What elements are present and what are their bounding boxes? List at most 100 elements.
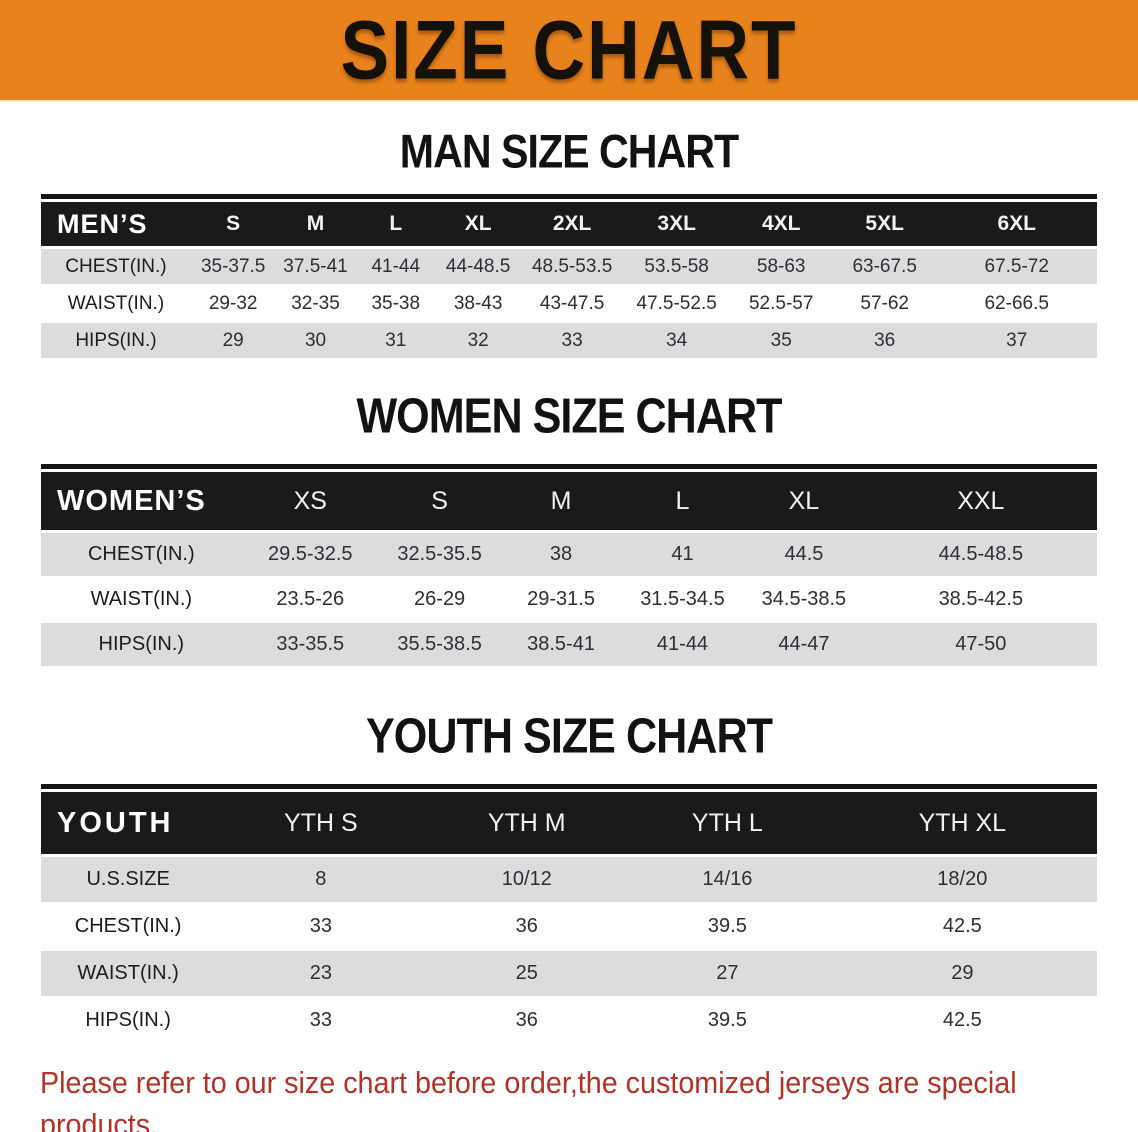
size-value: 29: [827, 950, 1097, 998]
banner-title: SIZE CHART: [340, 3, 798, 97]
size-value: 33: [520, 322, 624, 360]
size-value: 36: [832, 322, 937, 360]
size-value: 43-47.5: [520, 285, 624, 323]
size-value: 27: [627, 950, 828, 998]
size-value: 44-48.5: [435, 247, 521, 286]
size-column-header: XXL: [864, 472, 1097, 533]
women-section: WOMEN SIZE CHART WOMEN’S XS S M L XL XXL CHEST(…: [0, 389, 1138, 668]
youth-size-table-wrap: YOUTH YTH S YTH M YTH L YTH XL U.S.SIZE 8 10/12…: [41, 784, 1097, 1045]
row-label: HIPS(IN.): [41, 997, 216, 1045]
size-value: 35-38: [355, 285, 436, 323]
size-column-header: L: [621, 472, 744, 533]
men-size-table: MEN’S S M L XL 2XL 3XL 4XL 5XL 6XL CHEST(IN.) 35-37…: [41, 202, 1097, 360]
size-value: 37: [936, 322, 1097, 360]
size-value: 23: [215, 950, 427, 998]
row-label: CHEST(IN.): [41, 903, 216, 951]
size-value: 32.5-35.5: [378, 531, 501, 578]
size-column-header: 5XL: [832, 202, 937, 249]
table-row: WAIST(IN.) 23 25 27 29: [41, 950, 1097, 998]
size-value: 52.5-57: [729, 285, 833, 323]
size-value: 44.5-48.5: [864, 531, 1097, 578]
size-column-header: 2XL: [520, 202, 624, 249]
size-value: 38.5-41: [500, 622, 622, 668]
size-column-header: 3XL: [623, 202, 730, 249]
youth-section: YOUTH SIZE CHART YOUTH YTH S YTH M YTH L YTH…: [0, 709, 1138, 1045]
size-column-header: YTH M: [426, 792, 628, 857]
table-row: WAIST(IN.) 23.5-26 26-29 29-31.5 31.5-34.5 34…: [41, 577, 1097, 623]
size-value: 29.5-32.5: [241, 531, 379, 578]
size-value: 62-66.5: [936, 285, 1097, 323]
size-value: 39.5: [627, 903, 828, 951]
size-value: 25: [426, 950, 628, 998]
size-value: 29-32: [190, 285, 276, 323]
size-column-header: YTH XL: [827, 792, 1097, 857]
size-value: 33-35.5: [241, 622, 379, 668]
size-value: 42.5: [827, 997, 1097, 1045]
table-title-cell: MEN’S: [41, 202, 191, 249]
size-value: 34: [623, 322, 730, 360]
size-value: 8: [215, 855, 427, 904]
size-value: 31: [355, 322, 436, 360]
size-value: 32: [435, 322, 521, 360]
row-label: HIPS(IN.): [41, 622, 242, 668]
youth-section-heading: YOUTH SIZE CHART: [366, 709, 773, 764]
row-label: WAIST(IN.): [41, 285, 191, 323]
disclaimer-line-1: Please refer to our size chart before or…: [40, 1067, 1017, 1132]
table-row: CHEST(IN.) 33 36 39.5 42.5: [41, 903, 1097, 951]
table-row: HIPS(IN.) 33 36 39.5 42.5: [41, 997, 1097, 1045]
row-label: HIPS(IN.): [41, 322, 191, 360]
size-value: 35: [729, 322, 833, 360]
table-row: CHEST(IN.) 29.5-32.5 32.5-35.5 38 41 44.5 44.5…: [41, 531, 1097, 578]
size-value: 47.5-52.5: [623, 285, 730, 323]
size-value: 30: [275, 322, 356, 360]
size-value: 67.5-72: [936, 247, 1097, 286]
women-size-table: WOMEN’S XS S M L XL XXL CHEST(IN.) 29.5-32.5 32.5…: [41, 472, 1097, 668]
table-row: WAIST(IN.) 29-32 32-35 35-38 38-43 43-47.5 47.…: [41, 285, 1097, 323]
size-value: 23.5-26: [241, 577, 379, 623]
size-value: 37.5-41: [275, 247, 356, 286]
size-value: 53.5-58: [623, 247, 730, 286]
size-chart-banner: SIZE CHART: [0, 0, 1138, 102]
size-value: 18/20: [827, 855, 1097, 904]
size-value: 36: [426, 997, 628, 1045]
women-section-heading: WOMEN SIZE CHART: [356, 389, 782, 444]
size-column-header: XL: [743, 472, 865, 533]
size-value: 44-47: [743, 622, 865, 668]
size-column-header: S: [378, 472, 501, 533]
row-label: CHEST(IN.): [41, 531, 242, 578]
size-value: 29-31.5: [500, 577, 622, 623]
table-row: U.S.SIZE 8 10/12 14/16 18/20: [41, 855, 1097, 904]
size-value: 38.5-42.5: [864, 577, 1097, 623]
order-disclaimer: Please refer to our size chart before or…: [40, 1063, 1097, 1132]
size-value: 35-37.5: [190, 247, 276, 286]
size-value: 44.5: [743, 531, 865, 578]
size-value: 34.5-38.5: [743, 577, 865, 623]
size-value: 31.5-34.5: [621, 577, 744, 623]
size-column-header: YTH S: [215, 792, 427, 857]
size-value: 42.5: [827, 903, 1097, 951]
row-label: WAIST(IN.): [41, 577, 242, 623]
size-value: 63-67.5: [832, 247, 937, 286]
size-value: 32-35: [275, 285, 356, 323]
size-value: 41-44: [355, 247, 436, 286]
size-value: 29: [190, 322, 276, 360]
table-title-cell: WOMEN’S: [41, 472, 242, 533]
size-value: 41: [621, 531, 744, 578]
size-value: 41-44: [621, 622, 744, 668]
size-value: 35.5-38.5: [378, 622, 501, 668]
size-value: 36: [426, 903, 628, 951]
size-value: 14/16: [627, 855, 828, 904]
table-row: CHEST(IN.) 35-37.5 37.5-41 41-44 44-48.5 48.5…: [41, 247, 1097, 286]
size-value: 47-50: [864, 622, 1097, 668]
youth-size-table: YOUTH YTH S YTH M YTH L YTH XL U.S.SIZE 8 10/12…: [41, 792, 1097, 1045]
size-value: 26-29: [378, 577, 501, 623]
men-section-heading: MAN SIZE CHART: [399, 125, 739, 178]
men-section: MAN SIZE CHART MEN’S S M L XL 2XL 3XL 4XL 5XL 6XL…: [0, 125, 1138, 360]
size-value: 38-43: [435, 285, 521, 323]
size-value: 39.5: [627, 997, 828, 1045]
row-label: WAIST(IN.): [41, 950, 216, 998]
men-size-table-wrap: MEN’S S M L XL 2XL 3XL 4XL 5XL 6XL CHEST(IN.) 35-37…: [41, 194, 1097, 360]
size-column-header: S: [190, 202, 276, 249]
size-column-header: M: [500, 472, 622, 533]
women-size-table-wrap: WOMEN’S XS S M L XL XXL CHEST(IN.) 29.5-32.5 32.5…: [41, 464, 1097, 668]
